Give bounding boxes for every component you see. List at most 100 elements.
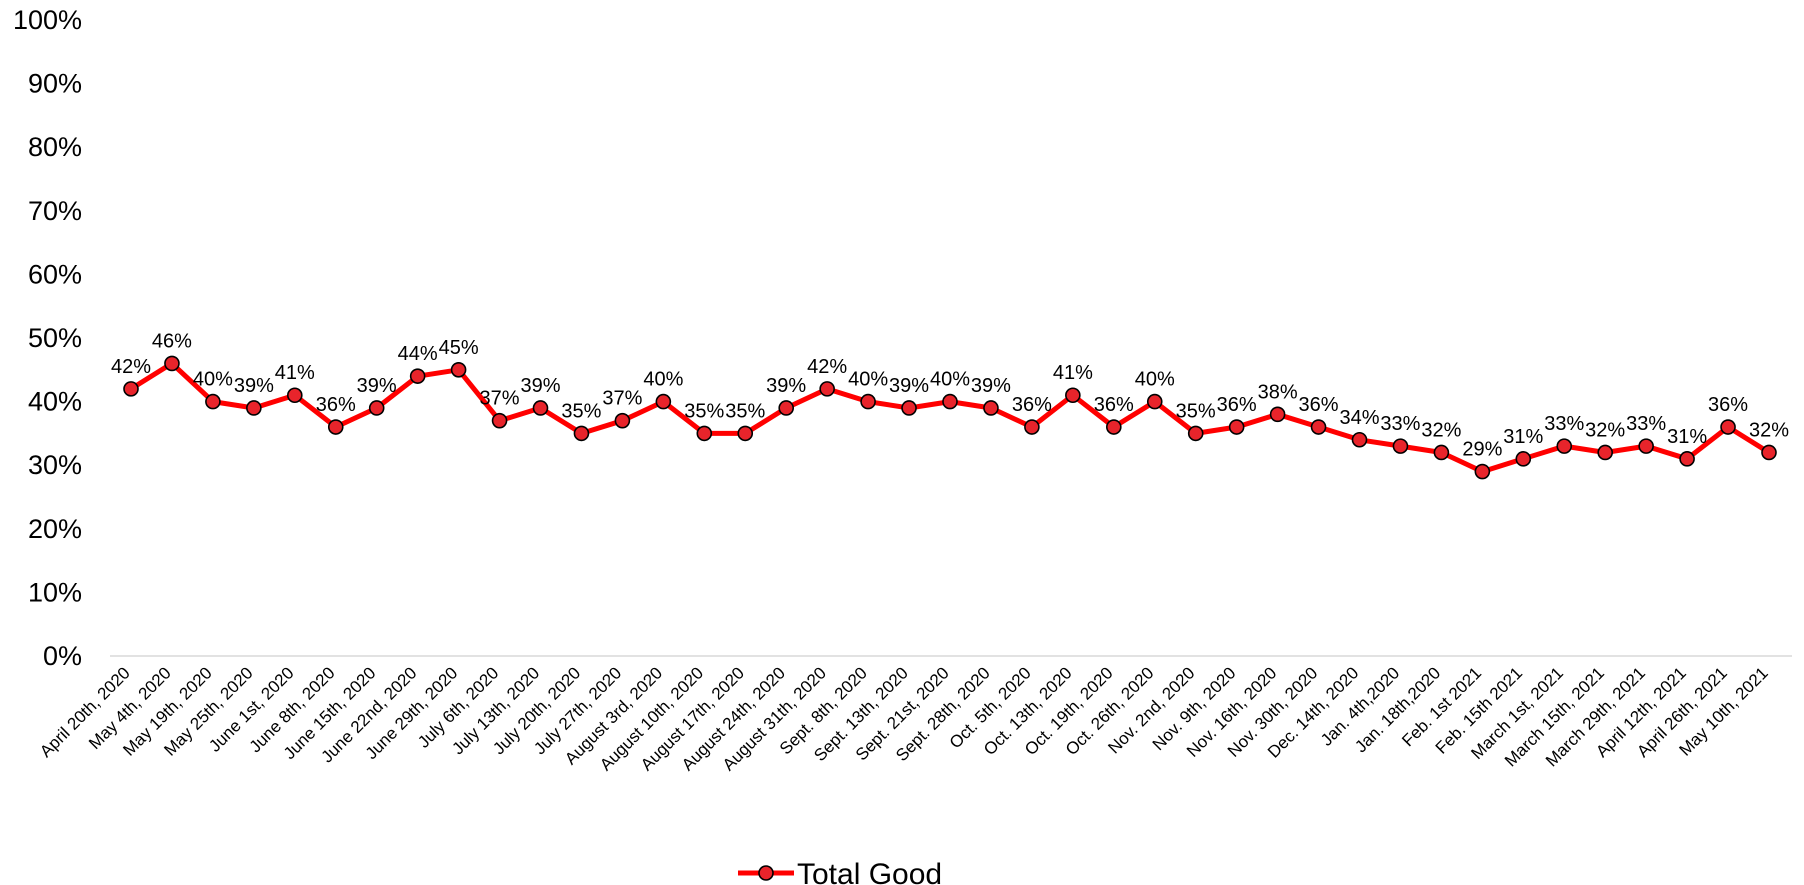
data-label: 42% xyxy=(111,356,151,378)
data-label: 35% xyxy=(1176,400,1216,422)
data-point xyxy=(573,425,590,442)
data-label: 29% xyxy=(1462,439,1502,461)
data-label: 33% xyxy=(1380,413,1420,435)
data-label: 34% xyxy=(1339,407,1379,429)
data-label: 40% xyxy=(643,369,683,391)
data-label: 39% xyxy=(520,375,560,397)
data-point xyxy=(1269,406,1286,423)
data-label: 39% xyxy=(234,375,274,397)
data-label: 41% xyxy=(1053,362,1093,384)
data-point xyxy=(778,400,795,416)
data-point xyxy=(655,393,672,410)
data-label: 33% xyxy=(1544,413,1584,435)
data-label: 31% xyxy=(1667,426,1707,448)
data-point xyxy=(1761,444,1777,461)
data-point xyxy=(1515,451,1532,467)
legend-label: Total Good xyxy=(797,858,942,885)
data-label: 36% xyxy=(316,394,356,416)
data-label: 40% xyxy=(193,369,233,391)
data-label: 45% xyxy=(439,337,479,359)
data-label: 36% xyxy=(1217,394,1257,416)
data-label: 39% xyxy=(357,375,397,397)
data-label: 31% xyxy=(1503,426,1543,448)
data-point xyxy=(860,393,876,410)
data-point xyxy=(1187,425,1204,442)
data-point xyxy=(532,400,549,416)
data-label: 40% xyxy=(1135,369,1175,391)
y-axis: 0% 10% 20% 30% 40% 50% 60% 70% 80% 90% 100% xyxy=(13,5,82,671)
data-label: 46% xyxy=(152,330,192,352)
data-point xyxy=(983,400,999,416)
y-tick-label: 10% xyxy=(28,577,82,607)
data-label: 39% xyxy=(766,375,806,397)
y-tick-label: 0% xyxy=(43,641,82,671)
data-point xyxy=(1310,419,1327,435)
data-label: 33% xyxy=(1626,413,1666,435)
data-point xyxy=(1679,451,1695,467)
data-label: 39% xyxy=(889,375,929,397)
data-label: 39% xyxy=(971,375,1011,397)
data-point xyxy=(123,381,139,397)
data-label: 37% xyxy=(480,388,520,410)
data-point xyxy=(1146,393,1163,410)
data-label: 35% xyxy=(684,400,724,422)
data-label: 36% xyxy=(1708,394,1748,416)
data-point xyxy=(368,400,385,416)
data-label: 37% xyxy=(602,388,642,410)
data-label: 36% xyxy=(1094,394,1134,416)
y-tick-label: 40% xyxy=(28,387,82,417)
series-total-good xyxy=(123,355,1777,480)
data-label: 38% xyxy=(1258,381,1298,403)
y-tick-label: 70% xyxy=(28,196,82,226)
data-labels: 42%46%40% 39%41%36%39%44% 45%37%39%35%37%4… xyxy=(111,330,1789,460)
data-label: 42% xyxy=(807,356,847,378)
data-point xyxy=(286,387,303,404)
data-point xyxy=(1228,419,1245,435)
data-label: 32% xyxy=(1749,419,1789,441)
data-point xyxy=(1556,438,1573,454)
y-tick-label: 60% xyxy=(28,259,82,289)
data-point xyxy=(614,412,631,429)
data-point xyxy=(942,393,958,410)
data-point xyxy=(1597,444,1613,461)
data-point xyxy=(1474,463,1491,480)
data-label: 35% xyxy=(725,400,765,422)
y-tick-label: 30% xyxy=(28,450,82,480)
data-label: 40% xyxy=(930,369,970,391)
data-point xyxy=(205,393,221,410)
data-point xyxy=(1024,419,1040,435)
y-tick-label: 90% xyxy=(28,69,82,99)
data-label: 32% xyxy=(1421,419,1461,441)
legend: Total Good xyxy=(738,858,942,885)
data-point xyxy=(1351,431,1368,448)
data-label: 35% xyxy=(561,400,601,422)
data-point xyxy=(696,425,713,442)
y-tick-label: 50% xyxy=(28,323,82,353)
data-point xyxy=(450,361,467,378)
y-tick-label: 100% xyxy=(13,5,82,35)
data-label: 44% xyxy=(398,343,438,365)
data-point xyxy=(737,425,754,442)
data-point xyxy=(1638,438,1654,454)
data-point xyxy=(491,412,508,429)
data-label: 41% xyxy=(275,362,315,384)
data-label: 40% xyxy=(848,369,888,391)
data-point xyxy=(1106,419,1122,435)
y-tick-label: 80% xyxy=(28,132,82,162)
data-point xyxy=(1065,387,1081,404)
data-point xyxy=(1433,444,1450,461)
data-point xyxy=(164,355,180,372)
data-point xyxy=(246,400,262,416)
data-label: 32% xyxy=(1585,419,1625,441)
legend-marker-swatch xyxy=(758,865,774,881)
data-label: 36% xyxy=(1012,394,1052,416)
data-label: 36% xyxy=(1299,394,1339,416)
data-point xyxy=(327,419,344,435)
y-tick-label: 20% xyxy=(28,514,82,544)
data-point xyxy=(1392,438,1409,454)
data-point xyxy=(409,368,426,384)
data-point xyxy=(1720,419,1736,435)
data-point xyxy=(901,400,917,416)
